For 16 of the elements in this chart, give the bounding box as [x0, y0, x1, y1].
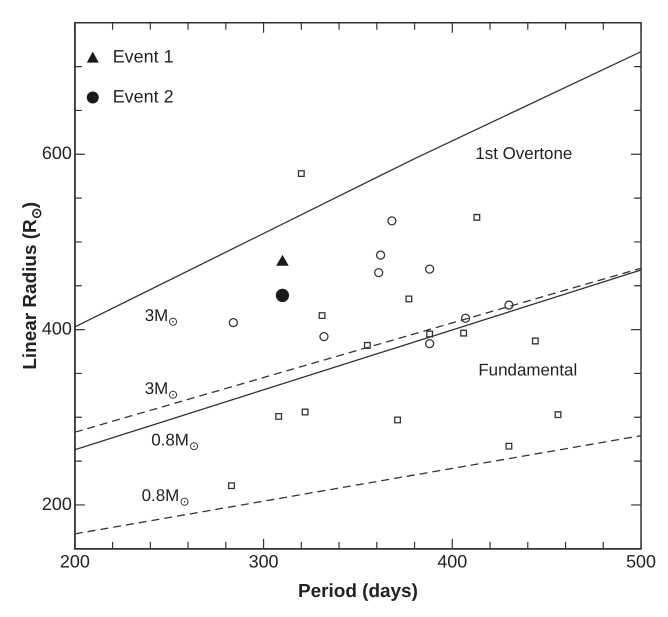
annotation: 0.8M⊙ — [142, 486, 190, 508]
x-tick-label: 200 — [60, 552, 90, 572]
y-tick-label: 600 — [42, 143, 72, 164]
y-tick-label: 200 — [42, 494, 72, 514]
annotation: 1st Overtone — [475, 144, 572, 163]
legend-label: Event 1 — [112, 46, 174, 67]
y-tick-label: 400 — [42, 318, 72, 339]
annotation: 0.8M⊙ — [151, 430, 199, 454]
x-tick-label: 400 — [437, 552, 468, 572]
annotation: 3M⊙ — [144, 379, 178, 402]
annotation: Fundamental — [478, 360, 578, 380]
x-tick-label: 300 — [248, 552, 279, 572]
annotation: 3M⊙ — [144, 306, 178, 328]
x-tick-label: 500 — [626, 552, 656, 572]
legend-label: Event 2 — [112, 86, 174, 106]
x-axis-title: Period (days) — [298, 580, 418, 602]
